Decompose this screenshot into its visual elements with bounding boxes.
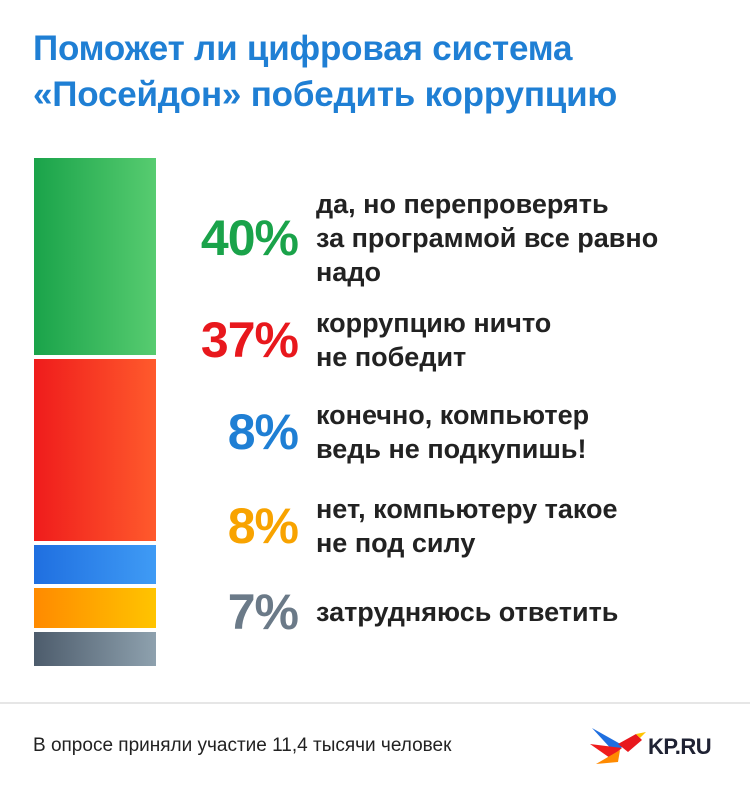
legend-row-3: 8% конечно, компьютер ведь не подкупишь! (170, 398, 730, 466)
bar-segment-5 (34, 631, 156, 666)
legend-row-1: 40% да, но перепроверять за программой вс… (170, 187, 730, 289)
bar-segment-3 (34, 544, 156, 585)
title-line-2: «Посейдон» победить коррупцию (33, 75, 618, 114)
survey-note: В опросе приняли участие 11,4 тысячи чел… (33, 735, 452, 756)
percent-label: 8% (227, 404, 299, 460)
chart-title: Поможет ли цифровая система «Посейдон» п… (33, 26, 733, 118)
legend-row-4: 8% нет, компьютеру такое не под силу (170, 492, 730, 560)
percent-label: 7% (227, 584, 299, 640)
kp-logo: KP.RU (588, 722, 730, 774)
kp-bird-icon (590, 728, 646, 764)
bar-segment-4 (34, 588, 156, 628)
stacked-bar (34, 158, 156, 666)
percent-label: 8% (227, 498, 299, 554)
percent-label: 37% (200, 312, 299, 368)
logo-text: KP.RU (648, 734, 712, 759)
footer-divider (0, 702, 750, 704)
bar-segment-2 (34, 358, 156, 541)
legend-row-5: 7% затрудняюсь ответить (170, 583, 730, 641)
answer-label: затрудняюсь ответить (316, 597, 619, 627)
answer-label: конечно, компьютер ведь не подкупишь! (316, 400, 590, 464)
answer-label: да, но перепроверять за программой все р… (316, 189, 659, 287)
title-line-1: Поможет ли цифровая система (33, 29, 573, 68)
legend-row-2: 37% коррупцию ничто не победит (170, 306, 730, 374)
bar-segment-1 (34, 158, 156, 355)
answer-label: коррупцию ничто не победит (316, 308, 552, 372)
answer-label: нет, компьютеру такое не под силу (316, 494, 618, 558)
percent-label: 40% (200, 210, 299, 266)
